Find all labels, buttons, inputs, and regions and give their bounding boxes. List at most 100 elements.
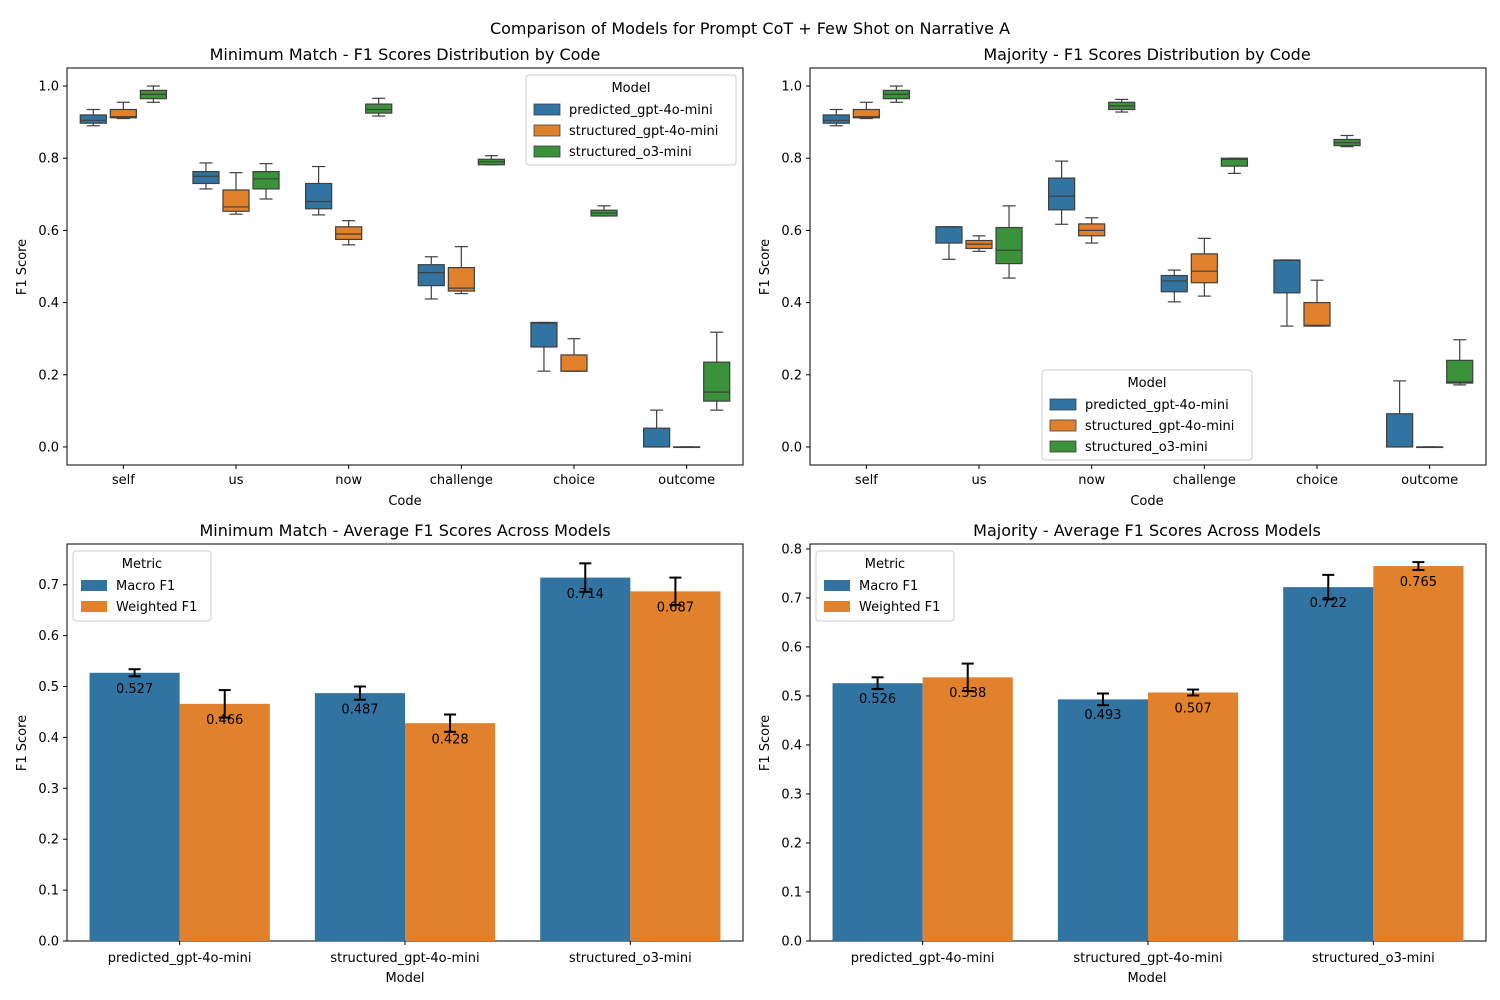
y-tick-label: 0.2 — [38, 833, 59, 848]
bar-value-label: 0.527 — [116, 682, 153, 697]
x-tick-label: structured_gpt-4o-mini — [330, 951, 479, 966]
box-predicted_gpt-4o-mini — [305, 182, 333, 210]
x-tick-label: self — [855, 473, 878, 488]
legend-swatch — [824, 601, 850, 612]
x-tick-label: outcome — [658, 473, 715, 488]
y-tick-label: 0.6 — [38, 224, 59, 239]
legend-swatch — [533, 103, 561, 116]
legend-entry: Macro F1 — [116, 579, 175, 594]
x-tick-label: structured_o3-mini — [1312, 951, 1435, 966]
bar-value-label: 0.428 — [431, 732, 468, 747]
legend-box — [72, 550, 212, 622]
bar-macro-f1 — [832, 683, 923, 941]
y-tick-label: 0.0 — [38, 935, 59, 950]
legend-entry: predicted_gpt-4o-mini — [1085, 398, 1229, 413]
legend-title: Metric — [122, 557, 162, 572]
y-axis-label: F1 Score — [15, 239, 30, 295]
legend-box — [815, 550, 955, 622]
bar-value-label: 0.687 — [657, 601, 694, 616]
y-tick-label: 0.6 — [781, 224, 802, 239]
box-structured_o3-mini — [252, 170, 280, 190]
legend-entry: Weighted F1 — [859, 600, 940, 615]
legend-swatch — [81, 580, 107, 591]
y-tick-label: 0.5 — [781, 689, 802, 704]
x-axis-label: Code — [1130, 494, 1163, 509]
box-predicted_gpt-4o-mini — [1273, 259, 1301, 294]
legend-box — [1041, 369, 1253, 461]
y-tick-label: 0.4 — [38, 296, 59, 311]
bar-value-label: 0.538 — [949, 686, 986, 701]
box-predicted_gpt-4o-mini — [530, 321, 558, 348]
box-structured_gpt-4o-mini — [560, 354, 588, 372]
legend: Metric Macro F1 Weighted F1 — [72, 550, 212, 622]
y-tick-label: 1.0 — [38, 80, 59, 95]
y-tick-label: 0.4 — [781, 296, 802, 311]
box-structured_gpt-4o-mini — [447, 266, 475, 292]
y-tick-label: 0.4 — [38, 731, 59, 746]
bar-value-label: 0.487 — [341, 702, 378, 717]
bar-value-label: 0.493 — [1084, 708, 1121, 723]
x-tick-label: structured_o3-mini — [569, 951, 692, 966]
box-chart-minimum-match: Minimum Match - F1 Scores Distribution b… — [15, 45, 744, 509]
y-tick-label: 0.7 — [781, 591, 802, 606]
y-tick-label: 0.0 — [781, 935, 802, 950]
bar-value-label: 0.507 — [1174, 701, 1211, 716]
chart-title: Majority - Average F1 Scores Across Mode… — [973, 521, 1321, 540]
bar-weighted-f1 — [922, 677, 1013, 941]
y-tick-label: 0.6 — [38, 629, 59, 644]
legend-entry: Macro F1 — [859, 579, 918, 594]
x-tick-label: us — [971, 473, 986, 488]
bar-chart-minimum-match: Minimum Match - Average F1 Scores Across… — [15, 521, 744, 986]
y-axis-label: F1 Score — [15, 715, 30, 771]
box-structured_o3-mini — [1220, 157, 1249, 167]
legend-swatch — [1049, 398, 1077, 411]
box-structured_gpt-4o-mini — [1190, 253, 1218, 284]
box-structured_o3-mini — [1446, 359, 1474, 384]
box-structured_o3-mini — [365, 103, 393, 114]
box-predicted_gpt-4o-mini — [1047, 177, 1076, 211]
bar-weighted-f1 — [179, 703, 270, 941]
legend-entry: structured_o3-mini — [569, 145, 692, 160]
bar-weighted-f1 — [1373, 566, 1464, 941]
legend-swatch — [824, 580, 850, 591]
box-predicted_gpt-4o-mini — [935, 226, 963, 244]
legend-box — [525, 74, 737, 166]
x-tick-label: challenge — [1173, 473, 1236, 488]
x-tick-label: now — [335, 473, 362, 488]
x-axis-label: Model — [385, 971, 424, 986]
legend-swatch — [533, 124, 561, 137]
y-tick-label: 0.2 — [38, 368, 59, 383]
legend-swatch — [1049, 419, 1077, 432]
bar-value-label: 0.526 — [859, 692, 896, 707]
y-tick-label: 0.6 — [781, 640, 802, 655]
bar-weighted-f1 — [1148, 692, 1239, 941]
box-structured_gpt-4o-mini — [222, 189, 250, 212]
box-predicted_gpt-4o-mini — [1385, 413, 1414, 448]
chart-title: Minimum Match - Average F1 Scores Across… — [199, 521, 610, 540]
box-chart-majority: Majority - F1 Scores Distribution by Cod… — [758, 45, 1487, 509]
legend-swatch — [81, 601, 107, 612]
x-tick-label: choice — [553, 473, 595, 488]
box-structured_gpt-4o-mini — [109, 108, 137, 119]
chart-title: Majority - F1 Scores Distribution by Cod… — [983, 45, 1310, 64]
y-tick-label: 0.0 — [781, 440, 802, 455]
y-tick-label: 0.8 — [38, 152, 59, 167]
legend-entry: structured_o3-mini — [1085, 440, 1208, 455]
legend-swatch — [1049, 440, 1077, 453]
box-structured_gpt-4o-mini — [852, 108, 880, 119]
y-tick-label: 0.8 — [781, 542, 802, 557]
y-tick-label: 0.0 — [38, 440, 59, 455]
box-structured_o3-mini — [995, 226, 1023, 265]
box-structured_gpt-4o-mini — [1303, 301, 1331, 327]
y-tick-label: 0.5 — [38, 680, 59, 695]
box-predicted_gpt-4o-mini — [79, 114, 107, 124]
bar-macro-f1 — [540, 577, 631, 941]
x-axis-label: Code — [388, 494, 421, 509]
bar-macro-f1 — [1283, 587, 1374, 941]
y-axis-label: F1 Score — [758, 715, 773, 771]
legend-entry: predicted_gpt-4o-mini — [569, 103, 713, 118]
chart-title: Minimum Match - F1 Scores Distribution b… — [210, 45, 601, 64]
plot-frame — [809, 67, 1487, 466]
y-tick-label: 0.1 — [781, 885, 802, 900]
